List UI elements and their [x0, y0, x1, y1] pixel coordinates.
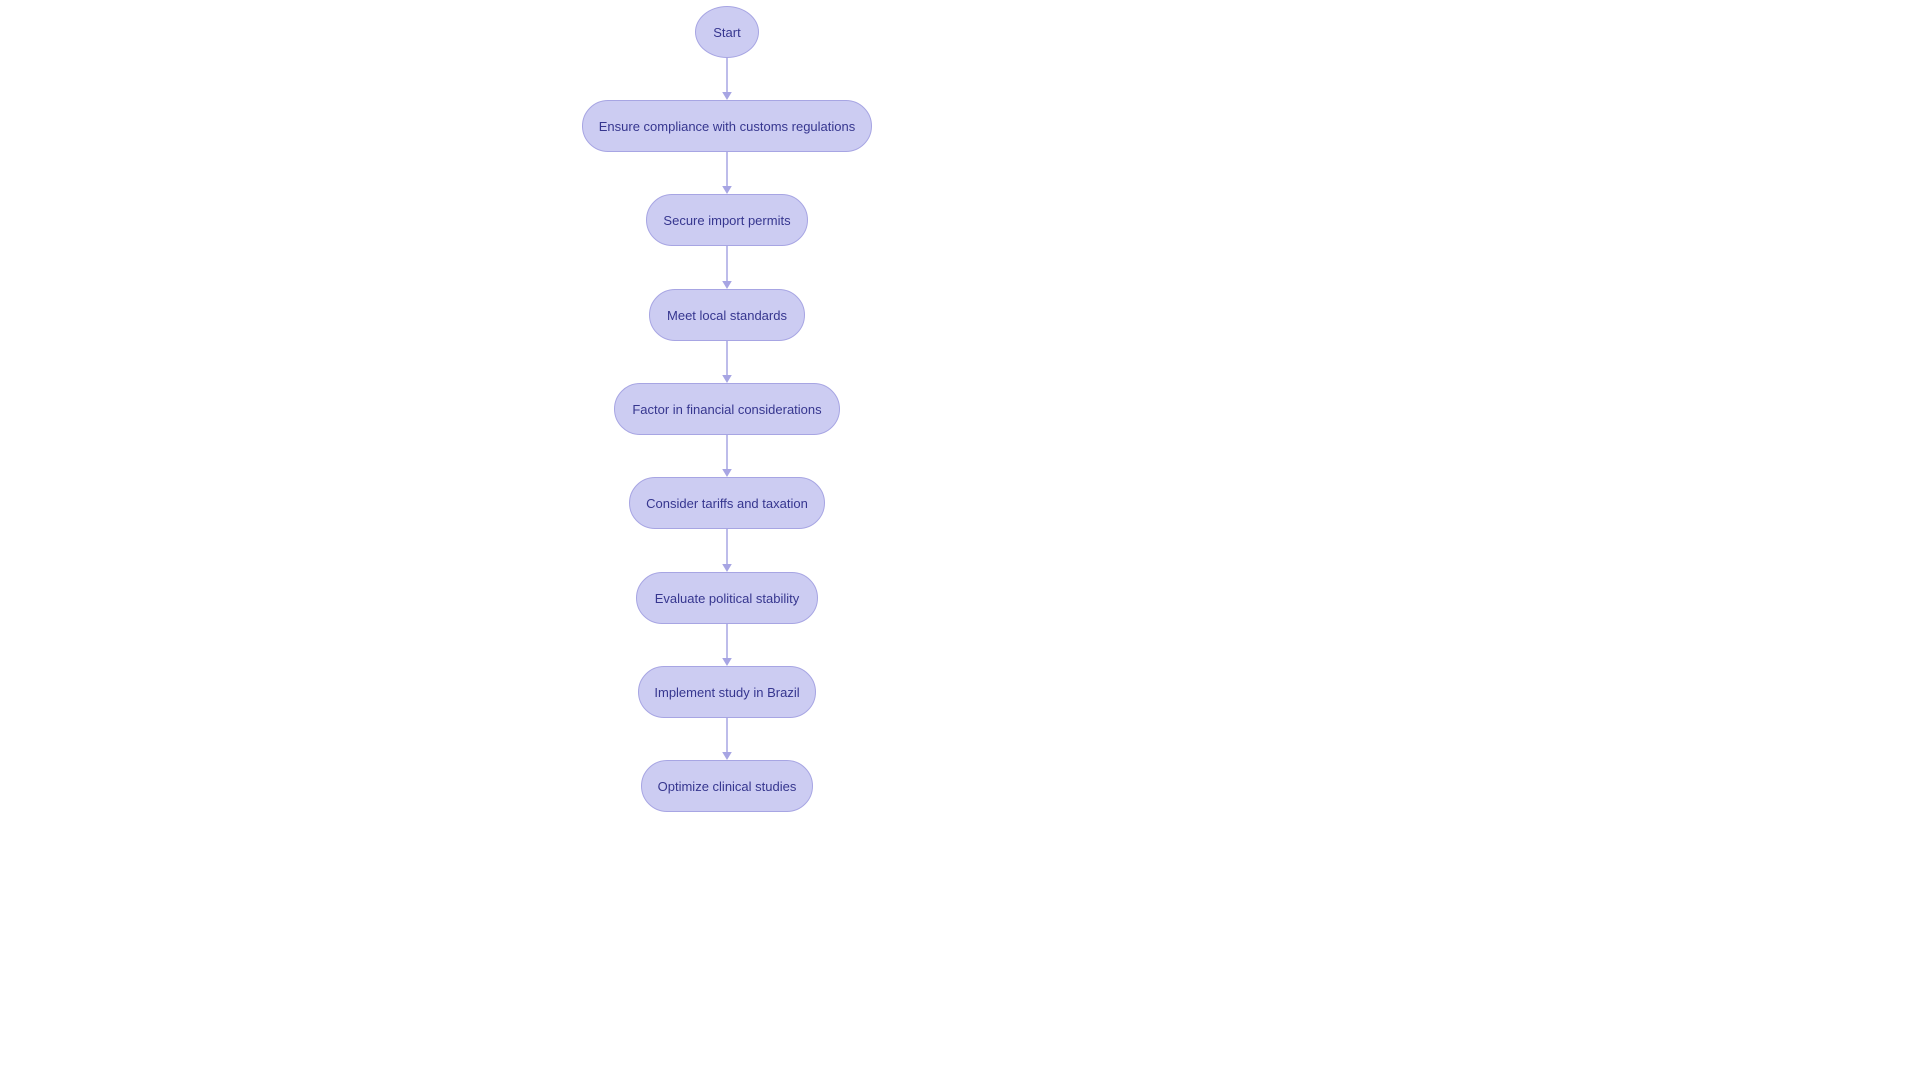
node-financial-considerations-label: Factor in financial considerations: [632, 402, 821, 417]
node-optimize-studies-label: Optimize clinical studies: [658, 779, 797, 794]
edge-n1-to-n2: [717, 152, 737, 194]
node-optimize-studies: Optimize clinical studies: [641, 760, 813, 812]
node-import-permits: Secure import permits: [646, 194, 808, 246]
node-financial-considerations: Factor in financial considerations: [614, 383, 840, 435]
node-study-brazil-label: Implement study in Brazil: [654, 685, 799, 700]
edge-n2-to-n3: [717, 246, 737, 289]
node-customs-compliance: Ensure compliance with customs regulatio…: [582, 100, 872, 152]
edge-n4-to-n5: [717, 435, 737, 477]
node-import-permits-label: Secure import permits: [663, 213, 790, 228]
node-tariffs-taxation: Consider tariffs and taxation: [629, 477, 825, 529]
node-customs-compliance-label: Ensure compliance with customs regulatio…: [599, 119, 856, 134]
edge-n6-to-n7: [717, 624, 737, 666]
node-study-brazil: Implement study in Brazil: [638, 666, 816, 718]
edge-start-to-n1: [717, 58, 737, 100]
node-local-standards-label: Meet local standards: [667, 308, 787, 323]
node-start-label: Start: [713, 25, 740, 40]
edge-n7-to-n8: [717, 718, 737, 760]
node-political-stability-label: Evaluate political stability: [655, 591, 800, 606]
flowchart-container: Start Ensure compliance with customs reg…: [0, 0, 1920, 1080]
node-local-standards: Meet local standards: [649, 289, 805, 341]
node-start: Start: [695, 6, 759, 58]
node-political-stability: Evaluate political stability: [636, 572, 818, 624]
edge-n3-to-n4: [717, 341, 737, 383]
node-tariffs-taxation-label: Consider tariffs and taxation: [646, 496, 808, 511]
edge-n5-to-n6: [717, 529, 737, 572]
